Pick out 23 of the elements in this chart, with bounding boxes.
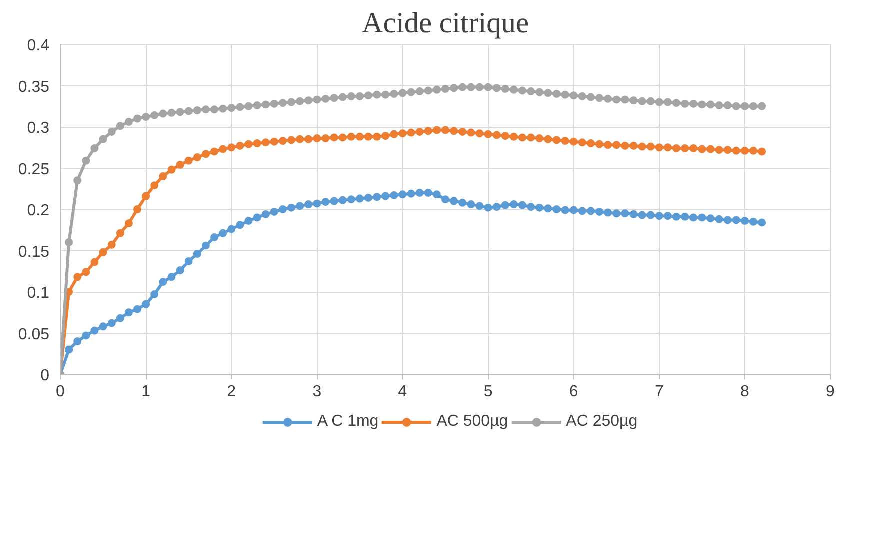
y-tick-label: 0.15 bbox=[18, 244, 50, 261]
x-tick-label: 0 bbox=[56, 384, 66, 400]
x-tick-label: 4 bbox=[398, 384, 408, 400]
y-tick-label: 0.1 bbox=[27, 285, 50, 302]
y-tick-label: 0 bbox=[40, 368, 50, 384]
legend-label: A C 1mg bbox=[317, 412, 379, 430]
x-tick-label: 7 bbox=[654, 384, 664, 400]
legend-label: AC 250µg bbox=[566, 412, 638, 430]
y-tick-label: 0.25 bbox=[18, 161, 50, 178]
y-tick-label: 0.05 bbox=[18, 326, 50, 344]
y-tick-label: 0.35 bbox=[18, 78, 50, 96]
x-tick-label: 3 bbox=[312, 384, 322, 400]
x-tick-label: 2 bbox=[227, 384, 236, 400]
x-tick-label: 5 bbox=[484, 384, 493, 400]
x-tick-label: 6 bbox=[569, 384, 578, 400]
legend-label: AC 500µg bbox=[436, 412, 508, 430]
y-tick-label: 0.3 bbox=[27, 120, 50, 137]
chart-title: Acide citrique bbox=[362, 8, 529, 40]
x-tick-label: 8 bbox=[740, 384, 750, 400]
x-tick-label: 1 bbox=[142, 384, 151, 400]
y-tick-label: 0.2 bbox=[27, 202, 50, 220]
x-tick-label: 9 bbox=[826, 384, 836, 400]
y-tick-label: 0.4 bbox=[27, 38, 50, 54]
